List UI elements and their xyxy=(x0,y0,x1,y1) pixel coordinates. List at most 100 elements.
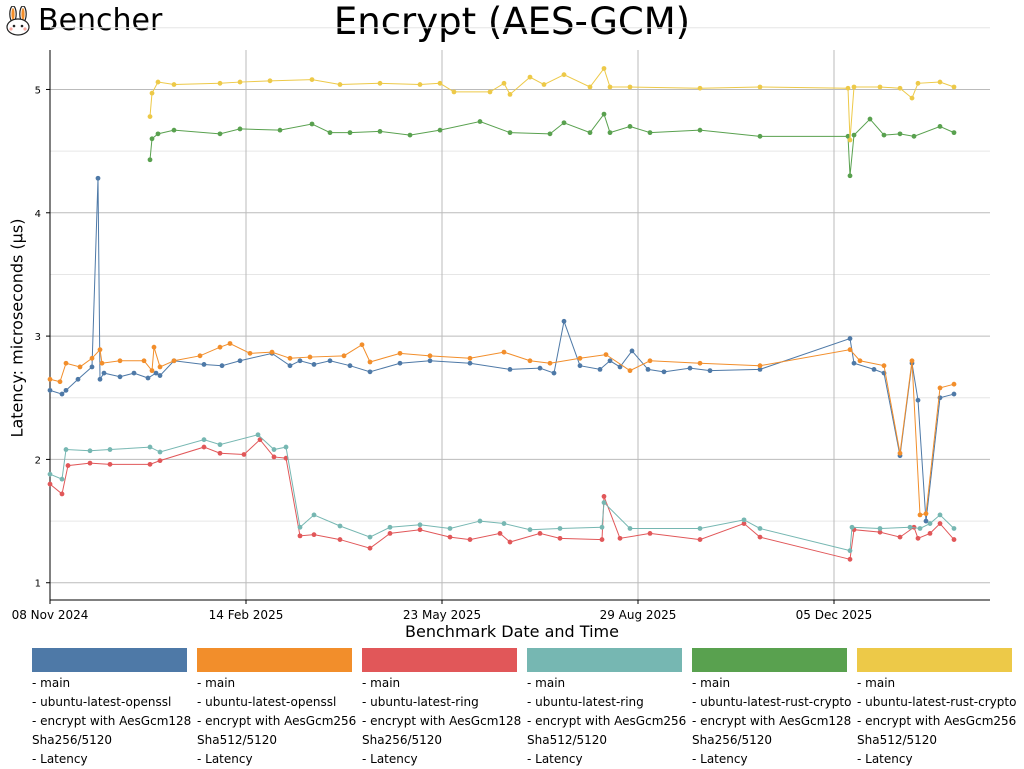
data-point[interactable] xyxy=(219,363,225,369)
data-point[interactable] xyxy=(937,512,943,518)
data-point[interactable] xyxy=(283,455,289,461)
data-point[interactable] xyxy=(741,521,747,526)
data-point[interactable] xyxy=(147,157,153,163)
data-point[interactable] xyxy=(951,537,957,542)
data-point[interactable] xyxy=(601,111,607,117)
data-point[interactable] xyxy=(269,349,275,355)
data-point[interactable] xyxy=(89,355,95,361)
data-point[interactable] xyxy=(347,130,353,136)
data-point[interactable] xyxy=(501,349,507,355)
data-point[interactable] xyxy=(97,376,103,382)
data-point[interactable] xyxy=(377,128,383,134)
data-point[interactable] xyxy=(237,79,243,85)
data-point[interactable] xyxy=(341,353,347,359)
data-point[interactable] xyxy=(147,114,153,119)
data-point[interactable] xyxy=(427,358,433,364)
data-point[interactable] xyxy=(157,373,163,378)
data-point[interactable] xyxy=(337,537,343,542)
data-point[interactable] xyxy=(157,458,163,464)
data-point[interactable] xyxy=(467,355,473,361)
data-point[interactable] xyxy=(155,79,161,85)
data-point[interactable] xyxy=(501,521,507,526)
legend-swatch[interactable] xyxy=(362,648,517,672)
data-point[interactable] xyxy=(417,522,423,528)
data-point[interactable] xyxy=(149,90,155,96)
data-point[interactable] xyxy=(327,130,333,136)
data-point[interactable] xyxy=(47,481,53,487)
data-point[interactable] xyxy=(923,518,929,524)
data-point[interactable] xyxy=(697,127,703,133)
data-point[interactable] xyxy=(707,368,713,374)
data-point[interactable] xyxy=(155,131,161,137)
legend-item[interactable]: - main - ubuntu-latest-ring - encrypt with… xyxy=(527,648,692,769)
data-point[interactable] xyxy=(247,350,253,356)
data-point[interactable] xyxy=(937,124,943,129)
data-point[interactable] xyxy=(847,336,853,341)
data-point[interactable] xyxy=(417,82,423,87)
data-point[interactable] xyxy=(297,533,303,539)
data-point[interactable] xyxy=(587,130,593,136)
data-point[interactable] xyxy=(537,365,543,371)
data-point[interactable] xyxy=(917,512,923,518)
data-point[interactable] xyxy=(427,353,433,359)
data-point[interactable] xyxy=(629,348,635,354)
data-point[interactable] xyxy=(59,391,65,397)
data-point[interactable] xyxy=(255,432,261,438)
legend-item[interactable]: - main - ubuntu-latest-ring - encrypt with… xyxy=(362,648,527,769)
data-point[interactable] xyxy=(551,370,557,376)
data-point[interactable] xyxy=(147,461,153,467)
data-point[interactable] xyxy=(601,500,607,505)
data-point[interactable] xyxy=(151,344,157,350)
data-point[interactable] xyxy=(417,527,423,533)
data-point[interactable] xyxy=(217,442,223,448)
data-point[interactable] xyxy=(367,545,373,551)
data-point[interactable] xyxy=(601,66,607,71)
data-point[interactable] xyxy=(311,362,317,367)
data-point[interactable] xyxy=(937,79,943,85)
data-point[interactable] xyxy=(897,450,903,456)
data-point[interactable] xyxy=(507,539,513,545)
data-point[interactable] xyxy=(881,132,887,138)
data-point[interactable] xyxy=(909,358,915,364)
data-point[interactable] xyxy=(271,447,277,452)
data-point[interactable] xyxy=(307,354,313,360)
data-point[interactable] xyxy=(359,342,365,348)
data-point[interactable] xyxy=(367,359,373,365)
data-point[interactable] xyxy=(101,370,107,376)
data-point[interactable] xyxy=(217,131,223,137)
data-point[interactable] xyxy=(601,494,607,499)
data-point[interactable] xyxy=(647,358,653,364)
data-point[interactable] xyxy=(897,534,903,540)
data-point[interactable] xyxy=(757,84,763,90)
data-point[interactable] xyxy=(687,365,693,371)
data-point[interactable] xyxy=(201,437,207,443)
data-point[interactable] xyxy=(477,518,483,524)
data-point[interactable] xyxy=(117,374,123,380)
data-point[interactable] xyxy=(877,529,883,535)
data-point[interactable] xyxy=(347,363,353,369)
data-point[interactable] xyxy=(75,376,81,382)
data-point[interactable] xyxy=(847,347,853,353)
data-point[interactable] xyxy=(147,444,153,450)
data-point[interactable] xyxy=(437,127,443,133)
data-point[interactable] xyxy=(847,548,853,554)
data-point[interactable] xyxy=(951,84,957,90)
data-point[interactable] xyxy=(881,363,887,369)
data-point[interactable] xyxy=(487,89,493,95)
data-point[interactable] xyxy=(171,82,177,87)
data-point[interactable] xyxy=(927,531,933,536)
data-point[interactable] xyxy=(927,521,933,526)
data-point[interactable] xyxy=(309,121,315,127)
data-point[interactable] xyxy=(951,381,957,387)
data-point[interactable] xyxy=(95,175,101,181)
data-point[interactable] xyxy=(577,355,583,361)
data-point[interactable] xyxy=(387,524,393,530)
data-point[interactable] xyxy=(107,461,113,467)
data-point[interactable] xyxy=(157,364,163,370)
legend-swatch[interactable] xyxy=(197,648,352,672)
data-point[interactable] xyxy=(915,80,921,86)
data-point[interactable] xyxy=(297,358,303,364)
data-point[interactable] xyxy=(915,535,921,541)
data-point[interactable] xyxy=(547,131,553,137)
data-point[interactable] xyxy=(283,444,289,450)
